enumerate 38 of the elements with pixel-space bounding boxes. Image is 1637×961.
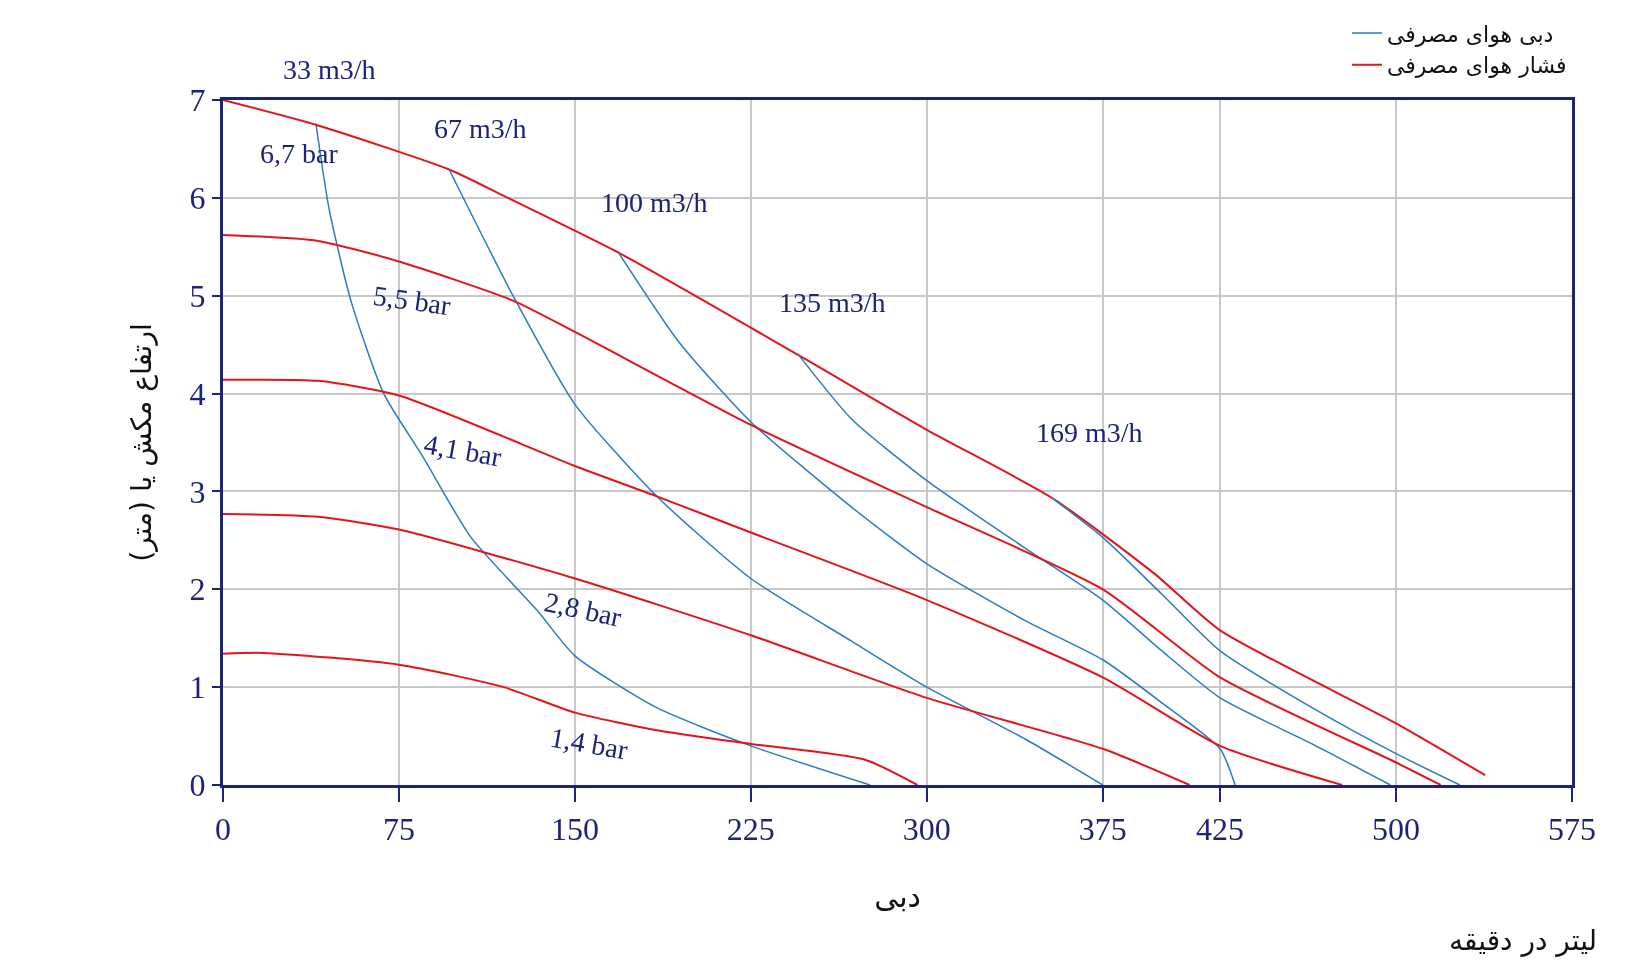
- legend-label: دبی هوای مصرفی: [1387, 21, 1554, 47]
- annotation: 2,8 bar: [541, 586, 625, 633]
- line-series: [223, 100, 1487, 777]
- annotation: 135 m3/h: [779, 287, 886, 318]
- x-tick-label: 0: [215, 811, 231, 848]
- y-tick-label: 1: [189, 669, 206, 706]
- annotation: 5,5 bar: [371, 279, 454, 322]
- annotation: 4,1 bar: [421, 428, 505, 473]
- line-series: [798, 354, 1392, 785]
- y-tick-label: 6: [189, 180, 206, 217]
- x-tick-label: 300: [902, 811, 951, 848]
- y-tick-label: 3: [189, 473, 206, 510]
- annotation: 67 m3/h: [434, 113, 527, 144]
- x-tick-label: 225: [726, 811, 775, 848]
- x-tick-label: 575: [1548, 811, 1596, 848]
- x-tick-label: 375: [1078, 811, 1127, 848]
- y-tick-label: 7: [189, 82, 206, 119]
- y-tick-label: 2: [189, 571, 206, 608]
- text: لیتر در دقیقه: [1449, 924, 1598, 957]
- annotation: 1,4 bar: [547, 721, 631, 766]
- x-tick-label: 500: [1372, 811, 1421, 848]
- y-axis-title: ارتفاع مکش یا (متر): [125, 323, 159, 562]
- annotation: 169 m3/h: [1036, 417, 1143, 448]
- line-series: [223, 234, 1442, 785]
- y-tick-label: 5: [189, 277, 206, 314]
- legend-label: فشار هوای مصرفی: [1387, 53, 1567, 79]
- line-series: [223, 651, 919, 785]
- line-series: [1051, 497, 1461, 785]
- x-tick-label: 75: [382, 811, 415, 848]
- line-series: [223, 512, 1191, 785]
- y-tick-label: 4: [189, 375, 206, 412]
- text: 33 m3/h: [283, 54, 376, 85]
- line-series: [223, 378, 1344, 785]
- y-tick-label: 0: [189, 767, 206, 804]
- x-axis-title: دبی: [874, 878, 921, 914]
- annotation: 100 m3/h: [601, 187, 708, 218]
- x-tick-label: 425: [1196, 811, 1245, 848]
- x-tick-label: 150: [550, 811, 599, 848]
